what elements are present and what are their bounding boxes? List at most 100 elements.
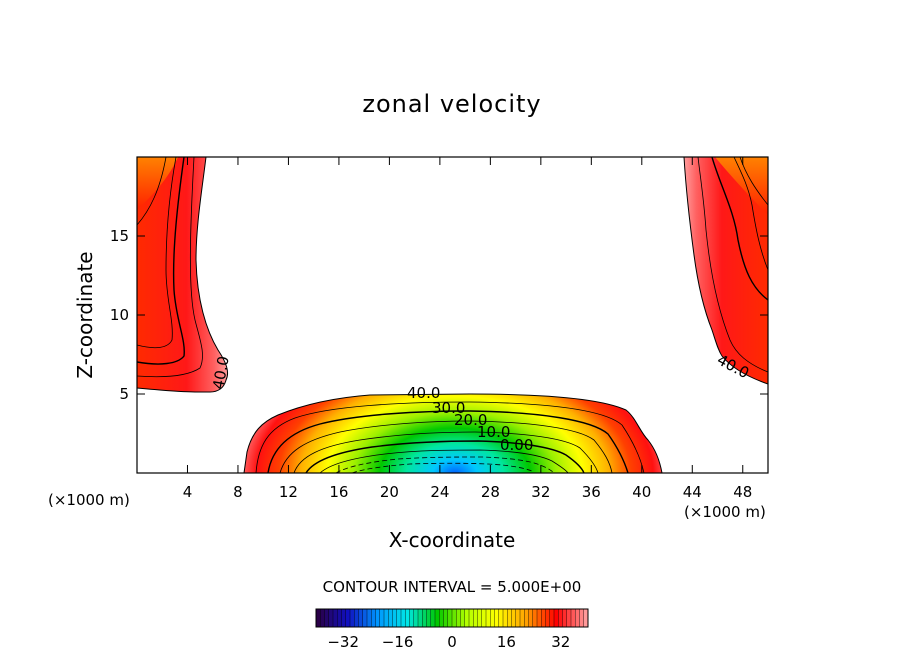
colorbar-cell xyxy=(566,609,572,627)
colorbar-cell xyxy=(392,609,398,627)
colorbar-cell xyxy=(409,609,415,627)
x-tick-label: 20 xyxy=(380,483,399,501)
colorbar-tick-label: −16 xyxy=(382,633,414,651)
contour-label-0: 0.00 xyxy=(500,436,533,454)
contour-label-30: 30.0 xyxy=(432,399,465,417)
colorbar-tick-label: −32 xyxy=(327,633,359,651)
colorbar-cell xyxy=(541,609,546,627)
colorbar-cell xyxy=(447,609,453,627)
colorbar-cell xyxy=(520,609,525,627)
colorbar-cell xyxy=(515,609,521,627)
colorbar-cell xyxy=(367,609,372,627)
colorbar-cell xyxy=(456,609,461,627)
colorbar-cell xyxy=(358,609,364,627)
colorbar-cell xyxy=(328,609,334,627)
y-tick-label: 10 xyxy=(110,306,129,324)
colorbar-cell xyxy=(426,609,432,627)
bottom-jet-isolines xyxy=(255,401,645,473)
colorbar-cell xyxy=(507,609,512,627)
contour-label-20: 20.0 xyxy=(454,411,487,429)
colorbar-cell xyxy=(422,609,427,627)
colorbar xyxy=(315,608,589,628)
colorbar-cell xyxy=(384,609,389,627)
colorbar-cell xyxy=(554,609,559,627)
colorbar-frame xyxy=(315,608,589,628)
y-tick-label: 5 xyxy=(119,385,129,403)
colorbar-cell xyxy=(528,609,534,627)
left-jet-region xyxy=(137,157,229,393)
colorbar-cell xyxy=(316,609,321,627)
colorbar-cell xyxy=(537,609,542,627)
x-tick-label: 28 xyxy=(481,483,500,501)
colorbar-cell xyxy=(413,609,419,627)
contour-label-10: 10.0 xyxy=(477,423,510,441)
colorbar-cell xyxy=(481,609,487,627)
colorbar-cell xyxy=(549,609,555,627)
colorbar-cell xyxy=(558,609,563,627)
colorbar-cell xyxy=(477,609,483,627)
x-tick-label: 32 xyxy=(531,483,550,501)
colorbar-cell xyxy=(418,609,423,627)
contour-interval-text: CONTOUR INTERVAL = 5.000E+00 xyxy=(323,578,582,596)
colorbar-cell xyxy=(494,609,500,627)
contour-label-left-40: 40.0 xyxy=(209,355,233,391)
colorbar-cell xyxy=(511,609,517,627)
colorbar-cell xyxy=(583,609,589,627)
colorbar-cell xyxy=(435,609,440,627)
x-tick-label: 12 xyxy=(279,483,298,501)
colorbar-cell xyxy=(579,609,585,627)
colorbar-cell xyxy=(324,609,330,627)
colorbar-cell xyxy=(430,609,436,627)
left-jet-isolines xyxy=(137,157,203,378)
x-tick-label: 48 xyxy=(733,483,752,501)
x-tick-label: 16 xyxy=(329,483,348,501)
colorbar-cell xyxy=(396,609,402,627)
x-unit-right: (×1000 m) xyxy=(684,503,766,521)
colorbar-cell xyxy=(320,609,325,627)
x-tick-label: 44 xyxy=(683,483,702,501)
colorbar-cell xyxy=(490,609,495,627)
y-axis: 5 10 15 xyxy=(110,227,768,403)
colorbar-cell xyxy=(375,609,381,627)
y-axis-label: Z-coordinate xyxy=(73,251,97,378)
bottom-jet-region xyxy=(243,393,663,473)
colorbar-cell xyxy=(333,609,338,627)
contour-fill xyxy=(137,157,768,473)
right-jet-isolines xyxy=(697,157,768,373)
colorbar-cell xyxy=(371,609,376,627)
colorbar-cell xyxy=(362,609,368,627)
colorbar-cell xyxy=(571,609,576,627)
colorbar-cell xyxy=(545,609,551,627)
colorbar-cell xyxy=(503,609,508,627)
x-unit-left: (×1000 m) xyxy=(48,491,130,509)
colorbar-cell xyxy=(575,609,580,627)
colorbar-cell xyxy=(562,609,568,627)
chart-title: zonal velocity xyxy=(362,90,541,118)
colorbar-cell xyxy=(345,609,351,627)
contour-label-40: 40.0 xyxy=(407,384,440,402)
x-tick-label: 8 xyxy=(233,483,243,501)
colorbar-cell xyxy=(473,609,478,627)
x-axis: 4 8 12 16 20 24 28 32 36 40 44 48 xyxy=(183,157,752,501)
x-tick-label: 36 xyxy=(582,483,601,501)
colorbar-tick-label: 0 xyxy=(447,633,457,651)
x-axis-label: X-coordinate xyxy=(389,528,516,552)
colorbar-cell xyxy=(460,609,466,627)
colorbar-cell xyxy=(498,609,504,627)
colorbar-cell xyxy=(439,609,444,627)
x-tick-label: 4 xyxy=(183,483,193,501)
colorbar-cell xyxy=(443,609,449,627)
colorbar-cell xyxy=(524,609,529,627)
colorbar-cell xyxy=(354,609,359,627)
x-tick-label: 40 xyxy=(632,483,651,501)
colorbar-cell xyxy=(379,609,385,627)
y-tick-label: 15 xyxy=(110,227,129,245)
colorbar-cell xyxy=(350,609,355,627)
colorbar-cell xyxy=(532,609,538,627)
colorbar-tick-label: 16 xyxy=(497,633,516,651)
colorbar-cell xyxy=(341,609,347,627)
colorbar-cell xyxy=(464,609,470,627)
colorbar-cell xyxy=(405,609,410,627)
colorbar-cell xyxy=(401,609,406,627)
